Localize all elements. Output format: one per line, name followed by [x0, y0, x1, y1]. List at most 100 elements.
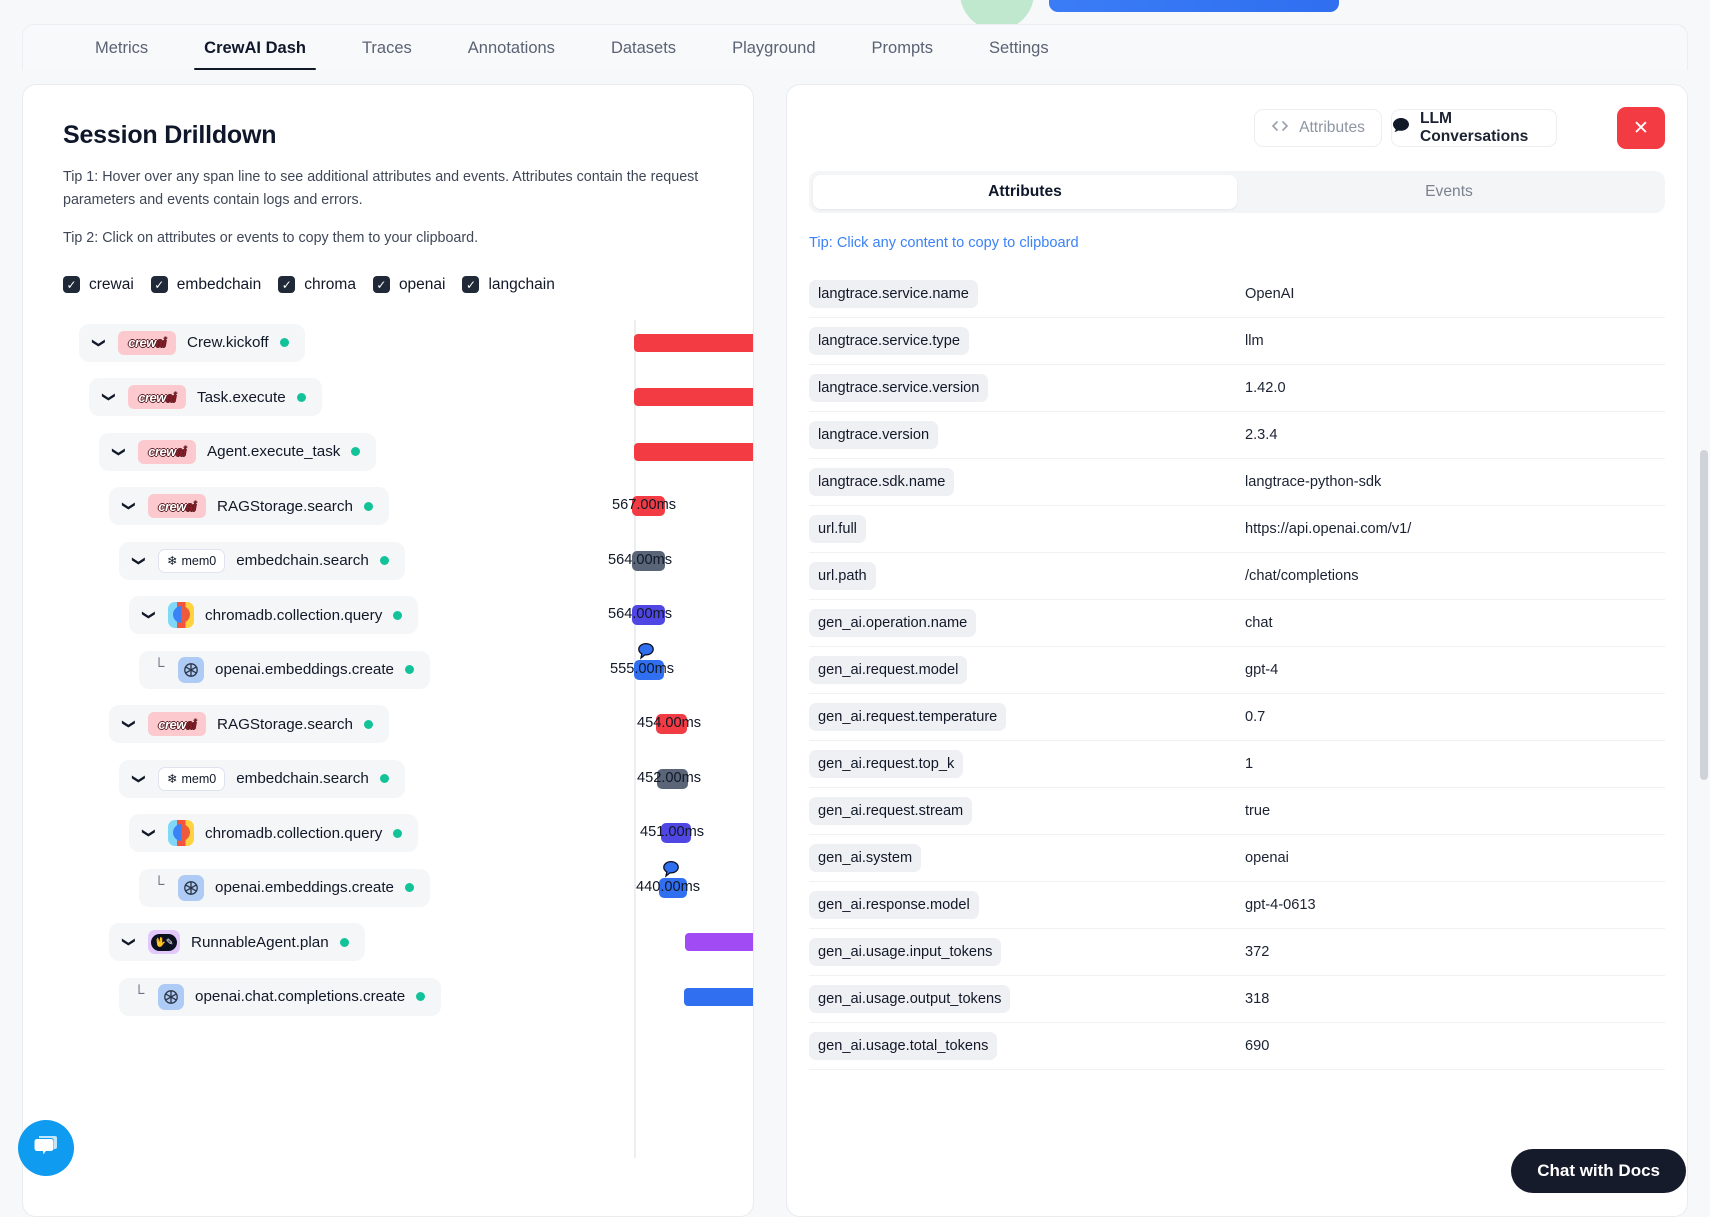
- attribute-key[interactable]: url.path: [809, 562, 876, 590]
- llm-conversations-button[interactable]: LLM Conversations: [1391, 109, 1557, 147]
- llm-conversation-bubble-icon[interactable]: [636, 641, 656, 666]
- span-duration-bar[interactable]: [656, 714, 687, 735]
- span-row[interactable]: ❯ ❄ mem0 embedchain.search: [23, 756, 753, 802]
- attributes-events-segmented-control[interactable]: Attributes Events: [809, 171, 1665, 213]
- span-duration-bar[interactable]: [632, 496, 665, 517]
- attribute-key[interactable]: langtrace.sdk.name: [809, 468, 955, 496]
- span-pill[interactable]: ❯ crewai Crew.kickoff: [79, 323, 305, 362]
- span-row[interactable]: ❯ 🖖✎ RunnableAgent.plan: [23, 919, 753, 965]
- checkbox-chroma[interactable]: ✓: [278, 276, 296, 294]
- attribute-key[interactable]: gen_ai.request.model: [809, 656, 968, 684]
- attribute-value[interactable]: /chat/completions: [1245, 568, 1359, 584]
- attribute-key[interactable]: gen_ai.response.model: [809, 891, 979, 919]
- attribute-key[interactable]: langtrace.service.name: [809, 280, 978, 308]
- attribute-key[interactable]: langtrace.service.version: [809, 374, 989, 402]
- attribute-key[interactable]: url.full: [809, 515, 866, 543]
- attribute-value[interactable]: OpenAI: [1245, 286, 1295, 302]
- attributes-toggle-button[interactable]: Attributes: [1254, 109, 1382, 147]
- attribute-value[interactable]: llm: [1245, 333, 1264, 349]
- span-row[interactable]: ❯ crewai Agent.execute_task: [23, 429, 753, 475]
- llm-conversation-bubble-icon[interactable]: [661, 859, 681, 884]
- checkbox-crewai[interactable]: ✓: [63, 276, 80, 294]
- span-pill[interactable]: ❯ crewai Task.execute: [89, 378, 322, 417]
- chevron-down-icon[interactable]: ❯: [122, 718, 137, 730]
- attribute-value[interactable]: 1: [1245, 756, 1254, 772]
- span-duration-bar[interactable]: [634, 333, 753, 352]
- attribute-value[interactable]: gpt-4: [1245, 662, 1279, 678]
- top-navigation-tabs[interactable]: Metrics CrewAI Dash Traces Annotations Datas…: [22, 24, 1688, 70]
- attribute-key[interactable]: gen_ai.request.top_k: [809, 750, 964, 778]
- span-pill[interactable]: ❯ ❄ mem0 embedchain.search: [119, 541, 405, 580]
- chevron-down-icon[interactable]: ❯: [122, 936, 137, 948]
- close-panel-button[interactable]: ✕: [1617, 107, 1665, 149]
- span-pill[interactable]: └ openai.chat.completions.create: [119, 977, 442, 1016]
- span-duration-bar[interactable]: [685, 933, 753, 952]
- attribute-value[interactable]: https://api.openai.com/v1/: [1245, 521, 1412, 537]
- span-row[interactable]: ❯ ❄ mem0 embedchain.search: [23, 538, 753, 584]
- span-pill[interactable]: ❯ crewai RAGStorage.search: [109, 487, 389, 526]
- checkbox-langchain[interactable]: ✓: [462, 276, 480, 294]
- span-row[interactable]: ❯ crewai Task.execute: [23, 374, 753, 420]
- chevron-down-icon[interactable]: ❯: [92, 337, 107, 349]
- tab-prompts[interactable]: Prompts: [871, 38, 933, 57]
- attribute-value[interactable]: openai: [1245, 850, 1289, 866]
- page-scrollbar[interactable]: [1700, 450, 1708, 780]
- attribute-key[interactable]: gen_ai.usage.input_tokens: [809, 938, 1002, 966]
- checkbox-openai[interactable]: ✓: [372, 276, 390, 294]
- span-pill[interactable]: └ openai.embeddings.create: [139, 650, 431, 689]
- chevron-down-icon[interactable]: ❯: [132, 773, 147, 785]
- attribute-key[interactable]: gen_ai.operation.name: [809, 609, 977, 637]
- filter-chroma[interactable]: ✓ chroma: [278, 276, 356, 294]
- span-row[interactable]: └ openai.embeddings.create: [23, 647, 753, 693]
- attribute-key[interactable]: langtrace.version: [809, 421, 939, 449]
- filter-crewai[interactable]: ✓ crewai: [63, 276, 134, 294]
- span-pill[interactable]: ❯ chromadb.collection.query: [129, 814, 419, 853]
- span-pill[interactable]: ❯ crewai Agent.execute_task: [99, 432, 377, 471]
- span-pill[interactable]: └ openai.embeddings.create: [139, 868, 431, 907]
- chevron-down-icon[interactable]: ❯: [112, 446, 127, 458]
- tab-metrics[interactable]: Metrics: [95, 38, 149, 57]
- filter-langchain[interactable]: ✓ langchain: [462, 276, 555, 294]
- copy-to-clipboard-tip[interactable]: Tip: Click any content to copy to clipbo…: [809, 235, 1079, 251]
- attribute-key[interactable]: gen_ai.request.temperature: [809, 703, 1007, 731]
- chevron-down-icon[interactable]: ❯: [142, 827, 157, 839]
- support-chat-fab[interactable]: [18, 1120, 74, 1176]
- attribute-value[interactable]: langtrace-python-sdk: [1245, 474, 1382, 490]
- span-row[interactable]: ❯ crewai RAGStorage.search: [23, 483, 753, 529]
- tab-settings[interactable]: Settings: [988, 38, 1049, 57]
- chevron-down-icon[interactable]: ❯: [102, 391, 117, 403]
- attribute-value[interactable]: 0.7: [1245, 709, 1266, 725]
- attribute-value[interactable]: 372: [1245, 944, 1270, 960]
- attribute-key[interactable]: gen_ai.usage.total_tokens: [809, 1032, 998, 1060]
- span-duration-bar[interactable]: [657, 768, 688, 789]
- tab-datasets[interactable]: Datasets: [610, 38, 677, 57]
- tab-traces[interactable]: Traces: [361, 38, 412, 57]
- span-duration-bar[interactable]: [661, 823, 691, 844]
- chevron-down-icon[interactable]: ❯: [142, 609, 157, 621]
- attribute-value[interactable]: 1.42.0: [1245, 380, 1286, 396]
- attribute-key[interactable]: gen_ai.request.stream: [809, 797, 973, 825]
- span-duration-bar[interactable]: [684, 987, 753, 1006]
- span-duration-bar[interactable]: [634, 442, 753, 461]
- vendor-filter-group[interactable]: ✓ crewai ✓ embedchain ✓ chroma ✓ openai ✓ langcha…: [63, 276, 753, 294]
- span-row[interactable]: └ openai.embeddings.create: [23, 865, 753, 911]
- span-row[interactable]: └ openai.chat.completions.create: [23, 974, 753, 1020]
- attribute-value[interactable]: 318: [1245, 991, 1270, 1007]
- filter-openai[interactable]: ✓ openai: [372, 276, 445, 294]
- span-duration-bar[interactable]: [634, 659, 664, 680]
- span-duration-bar[interactable]: [632, 605, 665, 626]
- get-free-credits-button[interactable]: Get more FREE credits for feedback ↗: [1049, 0, 1339, 12]
- span-pill[interactable]: ❯ crewai RAGStorage.search: [109, 705, 389, 744]
- tab-crewai-dash[interactable]: CrewAI Dash: [176, 39, 334, 71]
- checkbox-embedchain[interactable]: ✓: [150, 276, 168, 294]
- tab-playground[interactable]: Playground: [732, 38, 816, 57]
- attribute-value[interactable]: 690: [1245, 1038, 1270, 1054]
- span-row[interactable]: ❯ crewai RAGStorage.search: [23, 701, 753, 747]
- span-duration-bar[interactable]: [632, 550, 665, 571]
- span-pill[interactable]: ❯ 🖖✎ RunnableAgent.plan: [109, 923, 365, 962]
- span-row[interactable]: ❯ crewai Crew.kickoff: [23, 320, 753, 366]
- chat-with-docs-button[interactable]: Chat with Docs: [1511, 1149, 1686, 1193]
- filter-embedchain[interactable]: ✓ embedchain: [150, 276, 261, 294]
- span-pill[interactable]: ❯ ❄ mem0 embedchain.search: [119, 759, 405, 798]
- attribute-value[interactable]: chat: [1245, 615, 1273, 631]
